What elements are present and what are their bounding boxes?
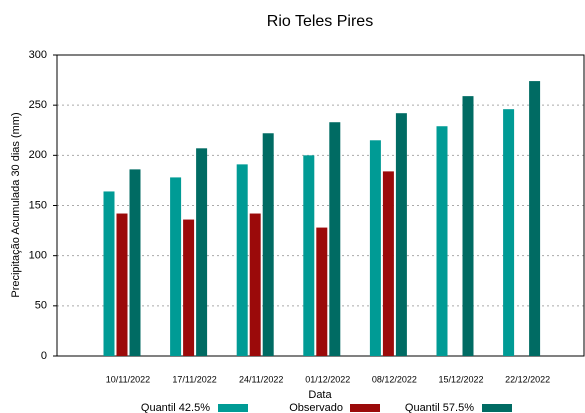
bar: [170, 177, 182, 356]
bar: [116, 213, 128, 356]
y-tick-label: 100: [29, 250, 47, 262]
y-tick-label: 200: [29, 149, 47, 161]
x-axis-label: Data: [308, 389, 332, 401]
bar: [236, 164, 248, 356]
legend-label: Observado: [289, 402, 343, 413]
bar: [369, 140, 381, 356]
chart-title: Rio Teles Pires: [267, 13, 373, 30]
legend-swatch: [218, 404, 248, 412]
y-tick-label: 250: [29, 99, 47, 111]
bar: [183, 219, 195, 356]
bar: [329, 122, 341, 357]
bar: [316, 227, 328, 356]
bar: [529, 81, 541, 356]
x-tick-label: 22/12/2022: [505, 374, 550, 384]
bar: [129, 169, 141, 356]
bar: [462, 96, 474, 357]
bar: [196, 148, 208, 356]
bar: [262, 133, 274, 356]
x-tick-label: 01/12/2022: [305, 374, 350, 384]
bar: [395, 113, 407, 357]
x-tick-label: 17/11/2022: [172, 374, 216, 384]
y-tick-label: 0: [41, 350, 47, 362]
y-axis-label: Precipitação Acumulada 30 dias (mm): [10, 112, 22, 297]
legend-swatch: [350, 404, 380, 412]
legend-label: Quantil 57.5%: [405, 402, 474, 413]
y-tick-label: 300: [29, 49, 47, 61]
bar: [249, 213, 261, 356]
bar: [303, 155, 315, 356]
y-tick-label: 50: [35, 300, 47, 312]
y-tick-label: 150: [29, 199, 47, 211]
bar: [503, 109, 515, 357]
legend-swatch: [482, 404, 512, 412]
bar: [103, 191, 115, 356]
legend-label: Quantil 42.5%: [141, 402, 210, 413]
bar: [436, 126, 448, 356]
x-tick-label: 08/12/2022: [372, 374, 417, 384]
bar: [382, 171, 394, 356]
x-tick-label: 24/11/2022: [239, 374, 283, 384]
x-tick-label: 10/11/2022: [106, 374, 150, 384]
x-tick-label: 15/12/2022: [438, 374, 483, 384]
